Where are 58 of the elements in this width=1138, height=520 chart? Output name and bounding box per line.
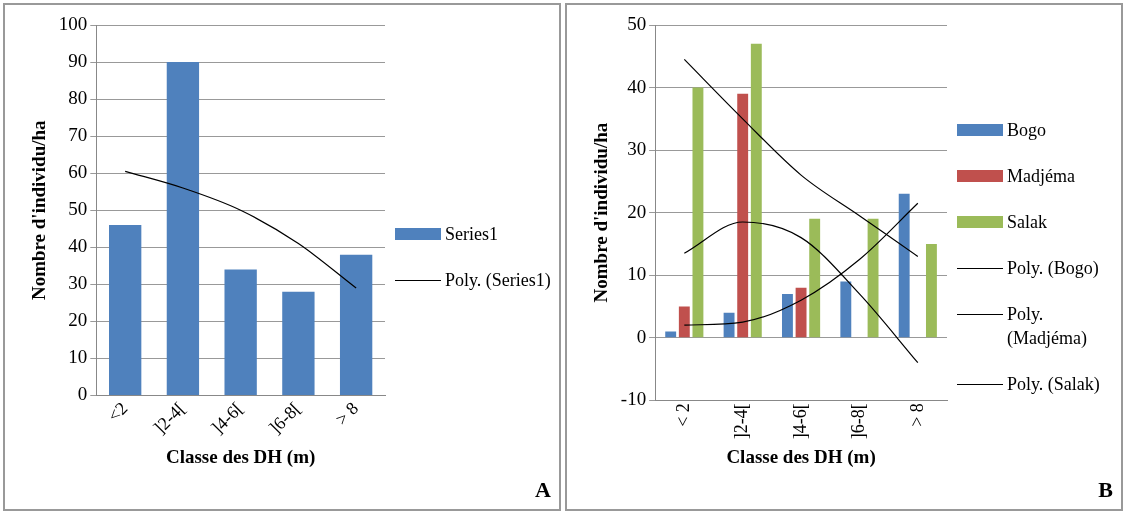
legend-label: Series1: [445, 223, 499, 246]
y-axis-title: Nombre d'individu/ha: [590, 122, 612, 303]
legend-label: Poly. (Series1): [445, 269, 552, 292]
bar: [692, 87, 704, 338]
bar: [925, 243, 937, 338]
bar: [166, 62, 200, 395]
y-tick-label: 40: [627, 75, 647, 97]
y-axis-title: Nombre d'individu/ha: [28, 119, 50, 301]
y-tick-label: 10: [68, 346, 88, 368]
x-axis-title: Classe des DH (m): [726, 445, 876, 468]
bar: [782, 293, 793, 338]
y-tick-label: 60: [68, 161, 88, 183]
legend-label: Poly. (Salak): [1007, 373, 1101, 396]
y-tick-label: 90: [68, 50, 88, 72]
bar: [109, 225, 142, 395]
bar: [665, 331, 677, 338]
x-tick-label: ]2-4[: [731, 403, 752, 440]
x-tick-label: <2: [103, 398, 132, 426]
legend-label: Madjéma: [1007, 165, 1076, 188]
legend-label: Poly. (Bogo): [1007, 257, 1100, 280]
legend-label: Poly. (Madjéma): [1007, 303, 1088, 350]
text: A: [535, 477, 551, 503]
bar: [750, 43, 762, 338]
bar: [795, 287, 807, 338]
x-tick-label: < 2: [673, 403, 694, 427]
x-tick-label: > 8: [906, 403, 927, 427]
y-tick-label: 70: [68, 124, 88, 146]
bar: [723, 312, 735, 338]
y-tick-label: 0: [77, 383, 88, 405]
y-tick-label: 30: [68, 272, 88, 294]
y-tick-label: 10: [627, 263, 647, 285]
y-tick-label: 30: [627, 138, 647, 160]
y-tick-label: 40: [68, 235, 88, 257]
bar: [840, 281, 852, 338]
x-tick-label: ]4-6[: [789, 403, 810, 440]
bar: [898, 193, 910, 338]
x-tick-label: ]6-8[: [848, 403, 869, 440]
y-tick-label: 0: [636, 325, 647, 347]
legend-label: Salak: [1007, 211, 1048, 234]
legend-label: Bogo: [1007, 119, 1047, 142]
bar: [867, 218, 879, 338]
bar: [339, 254, 373, 395]
bar: [224, 269, 257, 395]
x-tick-label: > 8: [331, 398, 363, 430]
y-tick-label: 20: [627, 200, 647, 222]
x-axis-title: Classe des DH (m): [165, 445, 316, 468]
bar: [282, 291, 315, 395]
bar: [678, 306, 690, 338]
line-series: [124, 170, 357, 289]
text: B: [1098, 477, 1113, 503]
y-tick-label: 80: [68, 87, 88, 109]
y-tick-label: 20: [68, 309, 88, 331]
y-tick-label: 100: [58, 12, 88, 34]
bar: [809, 218, 821, 338]
bar: [737, 93, 749, 338]
y-tick-label: 50: [68, 198, 88, 220]
y-tick-label: 50: [627, 12, 647, 34]
y-tick-label: -10: [620, 388, 647, 410]
